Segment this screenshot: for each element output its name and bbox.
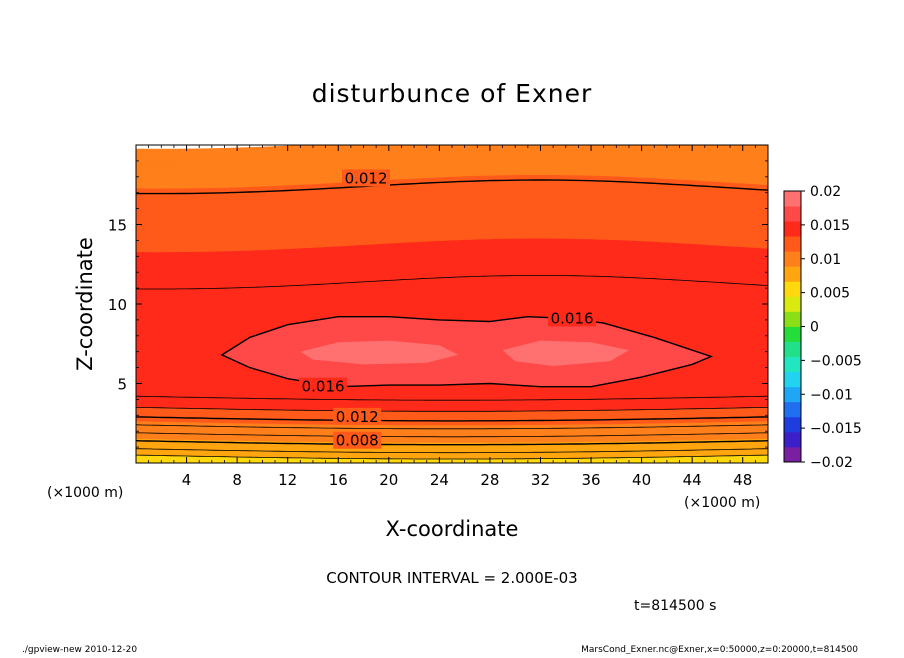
colorbar-tick-label: −0.015 [810, 421, 862, 437]
contour-label-bg [548, 309, 597, 327]
max-region [502, 340, 629, 366]
x-unit-left: (×1000 m) [47, 485, 123, 501]
contour-line [136, 179, 768, 195]
contour-line [136, 395, 768, 401]
colorbar-tick-label: 0 [810, 320, 819, 336]
contour-line [136, 440, 768, 446]
colorbar-segment [784, 446, 801, 463]
colorbar-tick-label: 0.02 [810, 184, 841, 200]
x-tick-label: 24 [430, 471, 449, 489]
x-axis-ticks: 4 8 12 16 20 24 28 32 36 40 44 48 [148, 145, 756, 489]
contour-interval-label: CONTOUR INTERVAL = 2.000E-03 [326, 569, 577, 587]
colorbar-tick-label: 0.01 [810, 252, 841, 268]
contour-labels: 0.012 0.016 0.016 0.012 0.008 [299, 169, 597, 450]
colorbar-segment [784, 206, 801, 222]
contour-line [136, 416, 768, 422]
colorbar-segment [784, 311, 801, 327]
contour-label: 0.012 [336, 408, 379, 426]
contour-line [136, 432, 768, 438]
contour-label: 0.008 [336, 432, 379, 450]
contour-label: 0.016 [302, 378, 345, 396]
y-axis-ticks: 5 10 15 [108, 160, 768, 448]
colorbar-segment [784, 401, 801, 418]
colorbar-tick-label: −0.005 [810, 353, 862, 369]
colorbar-segment [784, 326, 801, 342]
contour-line [136, 275, 768, 290]
x-tick-label: 44 [683, 471, 702, 489]
colorbar-segment [784, 281, 801, 297]
colorbar-segment [784, 296, 801, 312]
contour-line [136, 448, 768, 454]
x-tick-label: 32 [531, 471, 550, 489]
x-tick-label: 40 [632, 471, 651, 489]
x-tick-label: 20 [379, 471, 398, 489]
x-tick-label: 4 [182, 471, 192, 489]
colorbar-segment [784, 416, 801, 433]
core-region [222, 316, 712, 387]
x-tick-label: 48 [733, 471, 752, 489]
x-tick-label: 12 [278, 471, 297, 489]
colorbar-segment [784, 386, 801, 403]
colorbar-tick-label: 0.005 [810, 286, 850, 302]
colorbar-segment [784, 371, 801, 388]
y-axis-title: Z-coordinate [73, 237, 97, 371]
colorbar-segment [784, 236, 801, 252]
x-tick-label: 8 [232, 471, 242, 489]
colorbar-segment [784, 356, 801, 373]
x-unit-right: (×1000 m) [684, 495, 760, 511]
colorbar-segment [784, 266, 801, 282]
y-tick-label: 5 [117, 376, 127, 394]
contour-lines [136, 179, 768, 460]
chart-title: disturbunce of Exner [312, 79, 593, 108]
contour-label: 0.016 [551, 309, 594, 327]
contour-line [136, 454, 768, 460]
x-tick-label: 36 [581, 471, 600, 489]
x-tick-label: 16 [329, 471, 348, 489]
colorbar-segment [784, 251, 801, 267]
colorbar-tick-label: −0.02 [810, 455, 853, 471]
contour-label: 0.012 [345, 169, 388, 187]
x-tick-label: 28 [480, 471, 499, 489]
y-tick-label: 10 [108, 296, 127, 314]
max-region [300, 340, 459, 365]
time-label: t=814500 s [634, 598, 716, 614]
colorbar-tick-label: 0.015 [810, 218, 850, 234]
y-tick-label: 15 [108, 217, 127, 235]
colorbar-segment [784, 341, 801, 358]
contour-line [136, 424, 768, 430]
colorbar-segment [784, 191, 801, 207]
footer-left: ./gpview-new 2010-12-20 [22, 645, 137, 654]
contour-line [136, 407, 768, 412]
colorbar: 0.02 0.015 0.01 0.005 0 −0.005 −0.01 −0.015 −0.0… [783, 184, 862, 471]
contour-label-bg [333, 407, 382, 425]
contour-line-0016 [220, 315, 714, 388]
colorbar-segment [784, 431, 801, 448]
contour-label-bg [333, 431, 382, 449]
colorbar-tick-label: −0.01 [810, 387, 853, 403]
contour-label-bg [299, 377, 348, 395]
contour-field [136, 145, 768, 463]
x-axis-title: X-coordinate [386, 517, 519, 541]
contour-label-bg [342, 169, 391, 187]
footer-right: MarsCond_Exner.nc@Exner,x=0:50000,z=0:20… [581, 645, 858, 654]
colorbar-segment [784, 221, 801, 237]
